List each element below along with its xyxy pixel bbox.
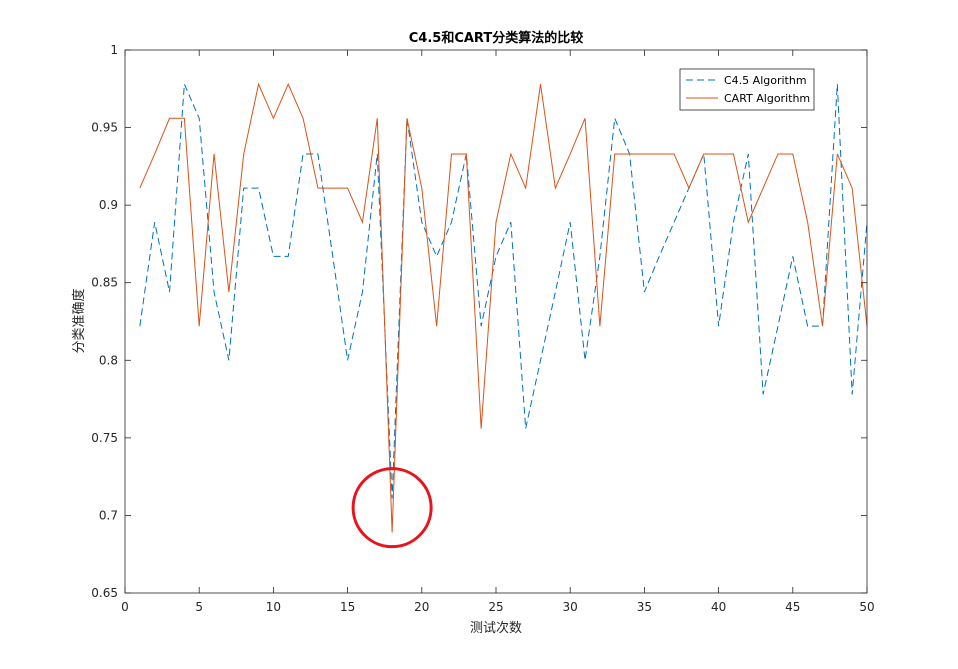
x-tick-label: 25 bbox=[488, 600, 503, 614]
legend-box bbox=[679, 68, 815, 111]
chart-title: C4.5和CART分类算法的比较 bbox=[409, 30, 583, 46]
y-tick-label: 0.85 bbox=[91, 276, 118, 290]
series-line-cart bbox=[139, 82, 868, 533]
annotation-layer bbox=[351, 467, 433, 549]
y-tick-label: 0.65 bbox=[91, 586, 118, 600]
legend-label-cart: CART Algorithm bbox=[724, 92, 810, 105]
y-tick-label: 0.7 bbox=[99, 508, 118, 522]
y-tick-label: 0.95 bbox=[91, 121, 118, 135]
y-tick-label: 0.8 bbox=[99, 353, 118, 367]
x-axis-label: 测试次数 bbox=[470, 620, 522, 636]
x-tick-label: 45 bbox=[785, 600, 800, 614]
x-tick-label: 20 bbox=[414, 600, 429, 614]
series-layer bbox=[139, 82, 868, 533]
x-axis: 0 5 10 15 20 25 30 35 40 45 50 bbox=[121, 50, 875, 614]
legend-label-c45: C4.5 Algorithm bbox=[724, 74, 807, 87]
x-tick-label: 0 bbox=[121, 600, 129, 614]
y-tick-label: 0.75 bbox=[91, 431, 118, 445]
x-tick-label: 10 bbox=[266, 600, 281, 614]
y-axis-label: 分类准确度 bbox=[71, 288, 87, 353]
x-tick-label: 5 bbox=[195, 600, 203, 614]
x-tick-label: 50 bbox=[859, 600, 874, 614]
plot-area bbox=[125, 50, 867, 593]
x-tick-label: 15 bbox=[340, 600, 355, 614]
highlight-circle bbox=[351, 467, 433, 549]
legend: C4.5 Algorithm CART Algorithm bbox=[679, 68, 815, 111]
x-tick-label: 35 bbox=[637, 600, 652, 614]
x-tick-label: 40 bbox=[711, 600, 726, 614]
series-line-c45 bbox=[139, 83, 868, 499]
y-tick-label: 0.9 bbox=[99, 198, 118, 212]
y-axis: 0.65 0.7 0.75 0.8 0.85 0.9 0.95 1 bbox=[91, 43, 867, 600]
y-tick-label: 1 bbox=[110, 43, 118, 57]
x-tick-label: 30 bbox=[563, 600, 578, 614]
